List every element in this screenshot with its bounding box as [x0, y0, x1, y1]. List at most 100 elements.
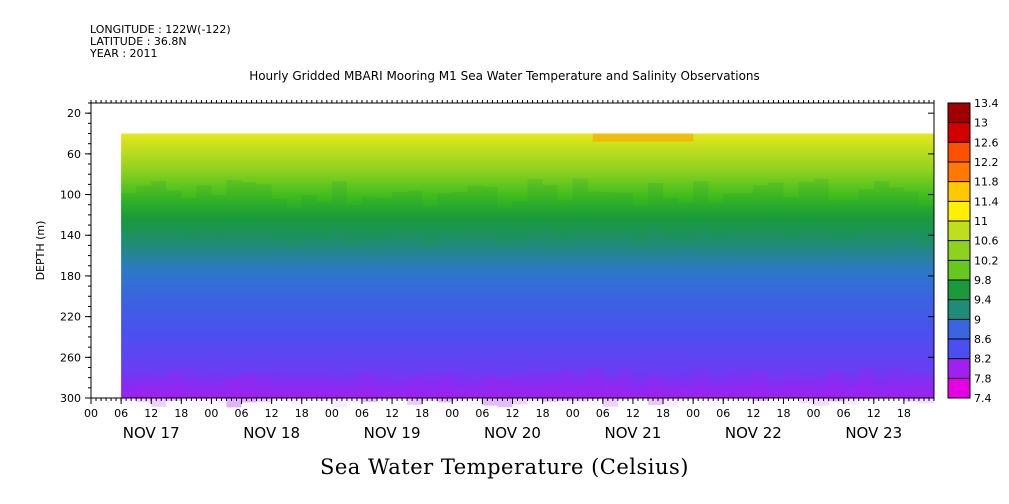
- variation-stripe: [738, 193, 754, 234]
- variation-stripe: [617, 192, 633, 233]
- y-tick-label: 140: [60, 229, 81, 242]
- variation-stripe: [407, 190, 423, 231]
- bottom-variation: [783, 368, 799, 399]
- x-tick-label: 06: [596, 407, 610, 420]
- x-tick-label: 18: [656, 407, 670, 420]
- x-tick-label: 12: [867, 407, 881, 420]
- bottom-variation: [271, 370, 287, 401]
- bottom-variation: [903, 371, 919, 402]
- variation-stripe: [557, 200, 573, 241]
- x-tick-label: 18: [415, 407, 429, 420]
- variation-stripe: [693, 180, 709, 221]
- variation-stripe: [437, 193, 453, 234]
- x-day-label: NOV 19: [364, 424, 421, 442]
- bottom-variation: [663, 376, 679, 407]
- x-tick-label: 06: [475, 407, 489, 420]
- variation-stripe: [166, 190, 182, 231]
- variation-stripe: [211, 195, 227, 236]
- bottom-variation: [843, 374, 859, 405]
- colorbar-label: 8.6: [974, 333, 992, 346]
- variation-stripe: [196, 185, 212, 226]
- variation-stripe: [392, 192, 408, 233]
- bottom-variation: [572, 371, 588, 402]
- variation-stripe: [768, 182, 784, 223]
- variation-stripe: [316, 201, 332, 242]
- colorbar-label: 11.8: [974, 176, 999, 189]
- bottom-variation: [452, 372, 468, 403]
- variation-stripe: [286, 208, 302, 249]
- x-tick-label: 00: [325, 407, 339, 420]
- x-tick-label: 12: [144, 407, 158, 420]
- bottom-variation: [361, 372, 378, 403]
- x-tick-label: 00: [204, 407, 218, 420]
- bottom-variation: [678, 370, 693, 400]
- colorbar-label: 12.2: [974, 156, 999, 169]
- y-tick-label: 60: [67, 148, 81, 161]
- longitude-label: LONGITUDE : 122W(-122): [90, 23, 231, 36]
- x-tick-label: 12: [265, 407, 279, 420]
- colorbar-bin: [948, 240, 970, 261]
- x-tick-label: 12: [626, 407, 640, 420]
- x-tick-label: 06: [114, 407, 128, 420]
- bottom-variation: [557, 370, 573, 401]
- bottom-variation: [196, 374, 212, 405]
- bottom-variation: [316, 371, 332, 402]
- y-tick-label: 220: [60, 311, 81, 324]
- colorbar-bin: [948, 201, 970, 221]
- variation-stripe: [181, 198, 197, 239]
- variation-stripe: [241, 182, 257, 223]
- variation-stripe: [813, 178, 829, 219]
- colorbar-bin: [948, 142, 970, 162]
- x-day-label: NOV 22: [725, 424, 782, 442]
- variation-stripe: [467, 185, 483, 226]
- bottom-variation: [392, 369, 407, 399]
- bottom-variation: [918, 373, 934, 404]
- bottom-variation: [798, 372, 814, 403]
- bottom-variation: [467, 375, 483, 406]
- x-tick-label: 12: [385, 407, 399, 420]
- variation-stripe: [572, 178, 588, 219]
- colorbar-bin: [948, 103, 970, 123]
- colorbar-label: 7.8: [974, 372, 992, 385]
- bottom-variation: [542, 371, 558, 402]
- variation-stripe: [708, 203, 724, 244]
- variation-stripe: [858, 189, 874, 230]
- variation-stripe: [783, 197, 799, 238]
- bottom-variation: [693, 368, 709, 399]
- bottom-variation: [181, 368, 197, 399]
- x-tick-label: 00: [566, 407, 580, 420]
- colorbar-label: 7.4: [974, 392, 992, 405]
- variation-stripe: [602, 192, 618, 233]
- bottom-variation: [301, 371, 317, 402]
- bottom-variation: [226, 377, 242, 408]
- bottom-variation: [211, 372, 227, 403]
- variation-stripe: [346, 205, 362, 246]
- x-tick-label: 00: [445, 407, 459, 420]
- x-tick-label: 00: [84, 407, 98, 420]
- y-axis-label: DEPTH (m): [34, 221, 47, 281]
- x-day-label: NOV 21: [604, 424, 661, 442]
- x-tick-label: 06: [355, 407, 369, 420]
- bottom-variation: [858, 368, 874, 399]
- bottom-variation: [813, 375, 829, 406]
- x-tick-label: 00: [807, 407, 821, 420]
- colorbar-bin: [948, 162, 970, 182]
- variation-stripe: [151, 180, 167, 221]
- bottom-variation: [331, 377, 347, 408]
- x-day-label: NOV 17: [123, 424, 180, 442]
- x-day-label: NOV 20: [484, 424, 541, 442]
- variation-stripe: [678, 203, 694, 244]
- colorbar-label: 10.2: [974, 254, 999, 267]
- variation-stripe: [271, 198, 287, 239]
- colorbar-bin: [948, 319, 970, 339]
- x-tick-label: 18: [897, 407, 911, 420]
- colorbar-bin: [948, 260, 970, 280]
- variation-stripe: [918, 205, 934, 246]
- bottom-variation: [888, 368, 904, 399]
- bottom-variation: [617, 369, 633, 400]
- x-tick-label: 00: [686, 407, 700, 420]
- variation-stripe: [121, 193, 137, 234]
- bottom-variation: [121, 373, 137, 404]
- bottom-variation: [768, 370, 783, 400]
